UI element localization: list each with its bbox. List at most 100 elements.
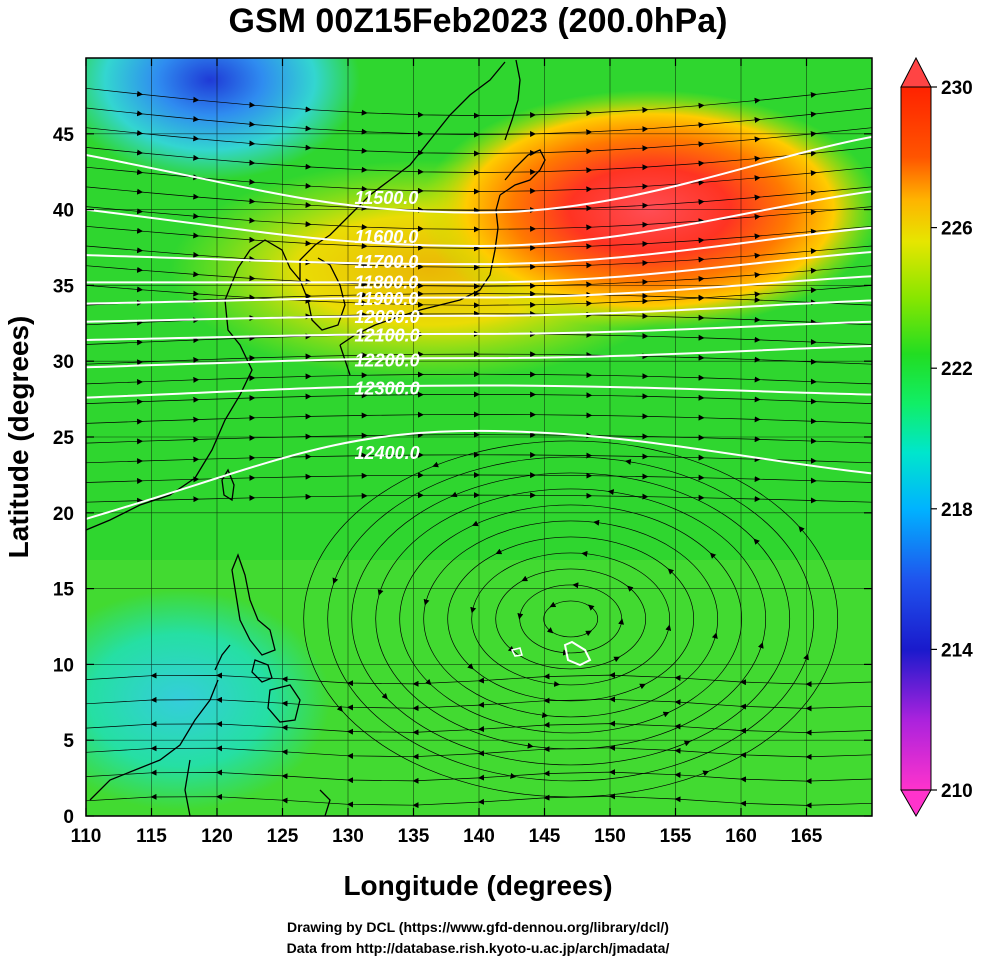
anticyclone-arrow — [607, 489, 615, 496]
anticyclone-arrow — [618, 618, 625, 625]
anticyclone-arrow — [471, 520, 479, 527]
anticyclone-arrow — [546, 627, 554, 634]
anticyclone-arrow — [798, 525, 805, 533]
anticyclone-arrow — [753, 538, 760, 545]
height-contour-line — [86, 320, 872, 341]
colorbar-tick-label: 218 — [941, 500, 973, 521]
contour-label: 12100.0 — [355, 325, 420, 345]
colorbar-top-triangle — [900, 56, 932, 88]
height-contour-line — [86, 190, 872, 247]
coast-sulawesi — [319, 789, 331, 816]
colorbar-bottom-triangle — [900, 789, 932, 818]
y-tick-label: 30 — [53, 352, 74, 373]
y-tick-label: 25 — [53, 428, 75, 449]
coast-philippines-visayas — [251, 659, 273, 683]
x-tick-label: 145 — [529, 826, 561, 847]
anticyclone-streamline — [423, 520, 719, 718]
y-axis-ticks: 0 5 10 15 20 25 30 35 40 45 — [53, 125, 872, 828]
x-axis-label: Longitude (degrees) — [343, 870, 612, 901]
anticyclone-arrow — [423, 598, 430, 606]
x-tick-label: 150 — [594, 826, 626, 847]
anticyclone-arrow — [470, 606, 477, 614]
y-axis-label: Latitude (degrees) — [3, 316, 34, 559]
streamline — [86, 265, 872, 290]
height-contour-line — [86, 384, 872, 399]
streamline — [86, 351, 872, 366]
colorbar-tick-label: 222 — [941, 359, 973, 380]
anticyclone-arrow — [627, 585, 634, 592]
contour-label: 12300.0 — [355, 378, 420, 398]
anticyclone-arrow — [585, 630, 592, 637]
anticyclone-arrow — [667, 568, 675, 575]
x-tick-label: 120 — [201, 826, 233, 847]
streamline — [86, 391, 872, 405]
contour-label: 11700.0 — [355, 252, 419, 272]
height-contours — [86, 135, 872, 520]
contour-labels: 11500.0 11600.0 11700.011800.011900.012000… — [355, 188, 420, 463]
streamline — [86, 744, 872, 760]
credit-data: Data from http://database.rish.kyoto-u.a… — [287, 940, 670, 956]
anticyclone-arrow — [495, 548, 503, 555]
coastlines — [86, 59, 546, 816]
coast-asia-mainland — [86, 61, 506, 531]
anticyclone-arrow — [803, 653, 809, 661]
anticyclone-contour — [563, 640, 592, 667]
colorbar-tick-label: 226 — [941, 219, 973, 240]
x-axis-ticks: 110 115 120 125 130 135 140 145 150 155 160 165 — [71, 58, 823, 847]
anticyclone-streamline — [351, 472, 791, 766]
streamline — [86, 290, 872, 306]
y-tick-label: 10 — [53, 655, 74, 676]
y-tick-label: 20 — [53, 504, 74, 525]
colorbar-ticks: 210 214 218 222 226 230 — [931, 78, 973, 802]
anticyclone-arrow — [711, 632, 718, 639]
anticyclone-arrow — [517, 612, 524, 620]
colorbar-tick-label: 230 — [941, 78, 973, 99]
anticyclone-arrow — [613, 656, 621, 663]
height-contour-line — [86, 226, 872, 266]
map-panel: 11500.0 11600.0 11700.011800.011900.012000… — [86, 58, 872, 816]
contour-label: 11800.0 — [355, 272, 419, 292]
streamline — [86, 769, 872, 785]
streamline — [86, 793, 872, 809]
contour-label: 11600.0 — [355, 227, 419, 247]
anticyclone-arrow — [549, 601, 557, 608]
x-tick-label: 140 — [463, 826, 495, 847]
contour-label: 12200.0 — [355, 350, 420, 370]
credit-drawing: Drawing by DCL (https://www.gfd-dennou.o… — [287, 919, 669, 935]
colorbar-tick-label: 210 — [941, 781, 973, 802]
height-contour-line — [86, 275, 872, 305]
x-tick-label: 155 — [660, 826, 692, 847]
x-tick-label: 135 — [398, 826, 430, 847]
height-contour-line — [86, 135, 872, 214]
y-tick-label: 15 — [53, 580, 75, 601]
x-tick-label: 160 — [725, 826, 757, 847]
anticyclone-arrow — [332, 577, 339, 585]
height-contour-line — [86, 299, 872, 323]
x-tick-label: 165 — [791, 826, 823, 847]
coast-palawan — [214, 644, 231, 671]
contour-label: 12000.0 — [355, 307, 420, 327]
anticyclone-arrow — [593, 519, 600, 526]
anticyclone-arrow — [521, 575, 529, 582]
streamline — [86, 492, 872, 504]
coast-philippines-luzon — [231, 553, 276, 656]
height-contour-line — [86, 429, 872, 520]
coast-korea — [299, 257, 346, 331]
anticyclone-arrow — [662, 711, 670, 718]
coast-sakhalin — [504, 59, 521, 141]
streamline — [86, 672, 872, 688]
anticyclone-arrow — [432, 461, 439, 468]
anticyclone-arrow — [709, 552, 717, 559]
anticyclone-arrow — [757, 642, 764, 649]
colorbar-gradient — [900, 86, 932, 791]
coast-taiwan — [221, 468, 235, 502]
map-title: GSM 00Z15Feb2023 (200.0hPa) — [229, 2, 728, 40]
anticyclone-arrow — [467, 663, 474, 670]
contour-label: 11900.0 — [355, 289, 419, 309]
y-tick-label: 5 — [63, 731, 74, 752]
anticyclone-arrow — [588, 604, 595, 611]
x-tick-label: 115 — [136, 826, 167, 847]
anticyclone-arrow — [683, 740, 691, 747]
y-tick-label: 0 — [63, 807, 74, 828]
height-contour-line — [86, 251, 872, 284]
